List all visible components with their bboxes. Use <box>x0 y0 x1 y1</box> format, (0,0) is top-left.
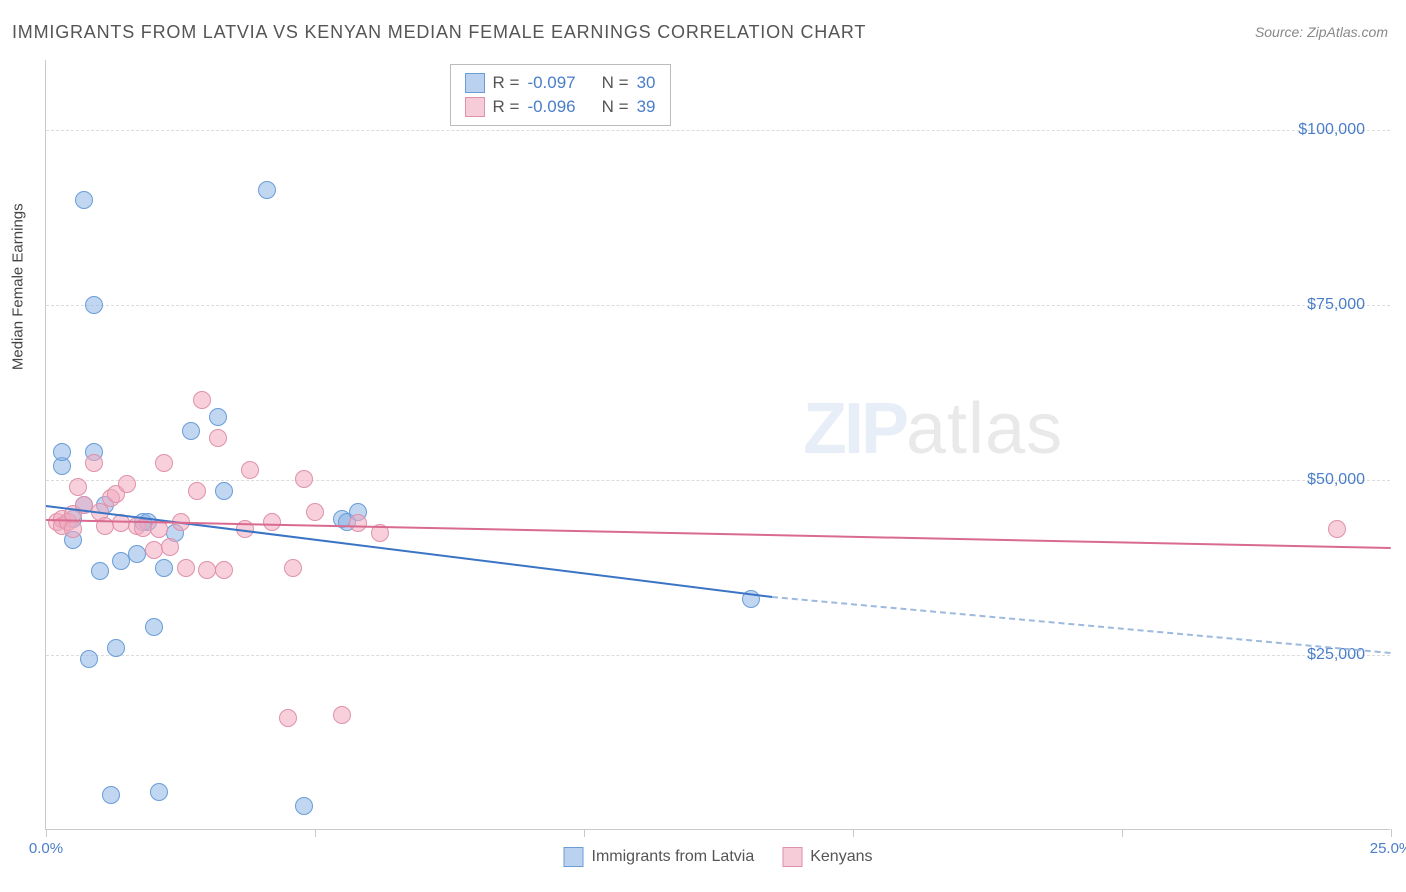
watermark-atlas: atlas <box>906 389 1063 469</box>
correlation-chart: IMMIGRANTS FROM LATVIA VS KENYAN MEDIAN … <box>0 0 1406 892</box>
r-label: R = <box>493 73 520 93</box>
x-tick <box>46 829 47 837</box>
n-label: N = <box>602 73 629 93</box>
legend-swatch <box>465 73 485 93</box>
data-point <box>258 181 276 199</box>
data-point <box>91 562 109 580</box>
data-point <box>349 514 367 532</box>
data-point <box>161 538 179 556</box>
data-point <box>155 559 173 577</box>
gridline <box>46 305 1390 306</box>
data-point <box>128 545 146 563</box>
data-point <box>306 503 324 521</box>
chart-title: IMMIGRANTS FROM LATVIA VS KENYAN MEDIAN … <box>12 22 866 43</box>
x-tick <box>1122 829 1123 837</box>
x-tick <box>1391 829 1392 837</box>
n-label: N = <box>602 97 629 117</box>
legend-swatch <box>782 847 802 867</box>
data-point <box>193 391 211 409</box>
data-point <box>85 296 103 314</box>
data-point <box>215 561 233 579</box>
y-axis-label: Median Female Earnings <box>10 203 27 370</box>
legend-swatch <box>465 97 485 117</box>
data-point <box>118 475 136 493</box>
data-point <box>279 709 297 727</box>
data-point <box>53 443 71 461</box>
r-label: R = <box>493 97 520 117</box>
data-point <box>263 513 281 531</box>
watermark: ZIPatlas <box>803 388 1063 470</box>
data-point <box>209 408 227 426</box>
data-point <box>150 783 168 801</box>
x-tick-label: 25.0% <box>1370 840 1406 857</box>
data-point <box>333 706 351 724</box>
gridline <box>46 480 1390 481</box>
trend-line <box>772 596 1391 654</box>
gridline <box>46 655 1390 656</box>
x-tick <box>584 829 585 837</box>
n-value: 39 <box>637 97 656 117</box>
source-label: Source: ZipAtlas.com <box>1255 24 1388 40</box>
data-point <box>155 454 173 472</box>
y-tick-label: $75,000 <box>1307 296 1365 314</box>
r-value: -0.096 <box>527 97 575 117</box>
legend-swatch <box>564 847 584 867</box>
data-point <box>177 559 195 577</box>
series-name: Immigrants from Latvia <box>592 848 755 866</box>
data-point <box>80 650 98 668</box>
plot-area: ZIPatlas $25,000$50,000$75,000$100,0000.… <box>45 60 1390 830</box>
series-legend-item: Immigrants from Latvia <box>564 847 755 867</box>
data-point <box>188 482 206 500</box>
data-point <box>145 541 163 559</box>
series-legend-item: Kenyans <box>782 847 872 867</box>
data-point <box>85 454 103 472</box>
data-point <box>102 786 120 804</box>
gridline <box>46 130 1390 131</box>
stats-legend-row: R = -0.096 N = 39 <box>465 95 656 119</box>
n-value: 30 <box>637 73 656 93</box>
x-tick <box>315 829 316 837</box>
x-tick-label: 0.0% <box>29 840 63 857</box>
data-point <box>69 478 87 496</box>
data-point <box>295 470 313 488</box>
watermark-zip: ZIP <box>803 389 906 469</box>
y-tick-label: $50,000 <box>1307 471 1365 489</box>
y-tick-label: $100,000 <box>1298 121 1365 139</box>
series-legend: Immigrants from Latvia Kenyans <box>564 847 873 867</box>
data-point <box>1328 520 1346 538</box>
stats-legend: R = -0.097 N = 30 R = -0.096 N = 39 <box>450 64 671 126</box>
data-point <box>209 429 227 447</box>
data-point <box>284 559 302 577</box>
data-point <box>64 520 82 538</box>
data-point <box>145 618 163 636</box>
data-point <box>241 461 259 479</box>
data-point <box>215 482 233 500</box>
x-tick <box>853 829 854 837</box>
stats-legend-row: R = -0.097 N = 30 <box>465 71 656 95</box>
data-point <box>75 191 93 209</box>
data-point <box>107 639 125 657</box>
data-point <box>182 422 200 440</box>
r-value: -0.097 <box>527 73 575 93</box>
series-name: Kenyans <box>810 848 872 866</box>
data-point <box>295 797 313 815</box>
